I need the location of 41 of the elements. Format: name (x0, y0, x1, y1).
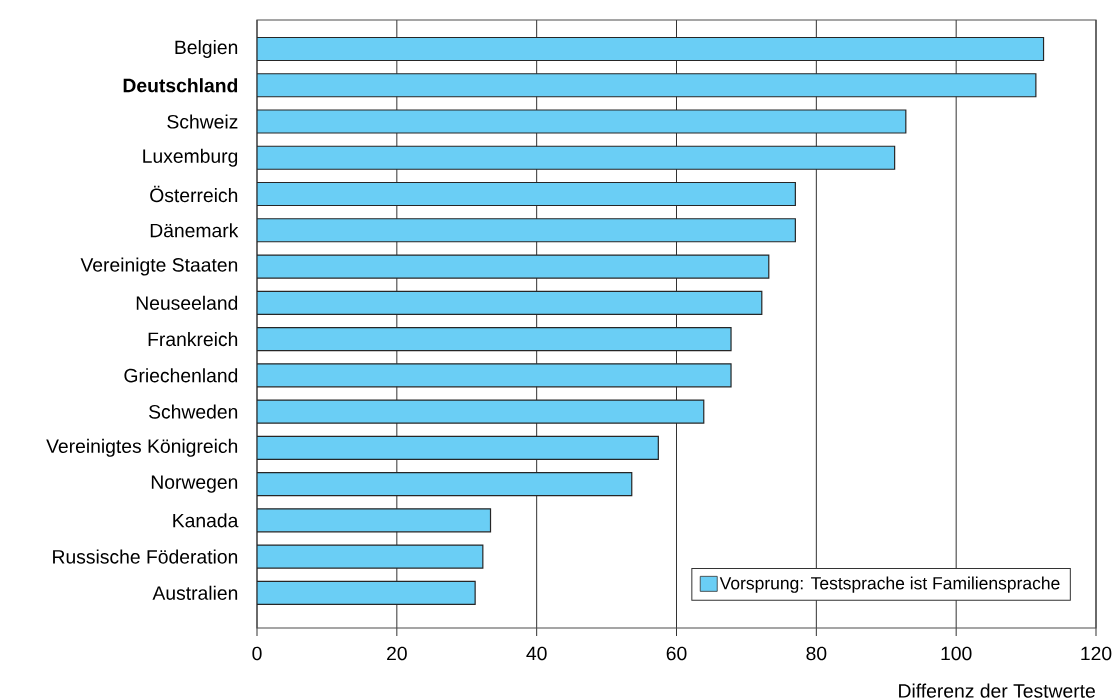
y-tick-label: Schweiz (167, 114, 238, 129)
legend-label: Vorsprung: Testsprache ist Familiensprache (719, 576, 1060, 593)
x-tick-label: 40 (526, 646, 547, 661)
y-tick-label: Luxemburg (143, 148, 238, 167)
y-tick-label: Schweden (149, 404, 238, 419)
bar (257, 254, 770, 279)
y-tick-label: Vereinigtes Königreich (46, 438, 238, 457)
y-tick-label: Deutschland (123, 78, 238, 93)
y-tick-label: Russische Föderation (53, 549, 238, 564)
y-tick-label: Frankreich (148, 331, 238, 347)
x-tick-label: 120 (1081, 646, 1112, 661)
bar (257, 544, 484, 569)
y-tick-label: Dänemark (150, 223, 239, 238)
y-tick-label: Australien (152, 585, 238, 600)
bar (257, 109, 907, 134)
x-tick-label: 0 (252, 646, 262, 661)
y-tick-label: Norwegen (151, 475, 238, 493)
bar (257, 290, 763, 315)
bar (257, 36, 1045, 62)
y-tick-label: Griechenland (124, 368, 238, 383)
bar (257, 218, 796, 243)
x-tick-label: 60 (666, 646, 687, 661)
bar (257, 145, 896, 170)
y-tick-label: Kanada (173, 513, 239, 528)
bar (257, 435, 659, 460)
y-tick-label: Belgien (175, 39, 238, 59)
x-tick-label: 80 (806, 646, 827, 661)
x-tick-label: 100 (941, 646, 972, 661)
bar (257, 508, 492, 533)
x-tick-label: 20 (387, 646, 407, 661)
bar (257, 73, 1037, 98)
y-tick-label: Vereinigte Staaten (80, 257, 238, 276)
y-tick-label: Österreich (150, 185, 238, 203)
bar (257, 471, 633, 497)
x-axis-title: Differenz der Testwerte (899, 683, 1095, 698)
bar (257, 580, 476, 605)
y-tick-label: Neuseeland (136, 295, 238, 310)
bar (257, 181, 796, 207)
bar (257, 326, 732, 352)
bar (257, 399, 705, 424)
bar (257, 363, 732, 388)
